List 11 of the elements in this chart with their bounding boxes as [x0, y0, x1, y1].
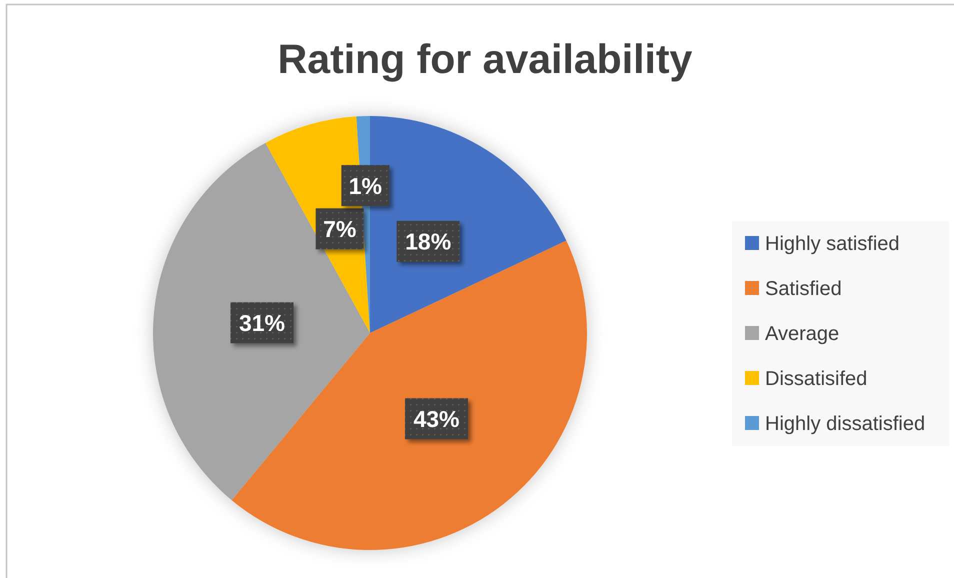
data-label: 43% [413, 406, 460, 432]
legend-label: Highly satisfied [765, 233, 900, 255]
legend-label: Highly dissatisfied [765, 413, 926, 435]
data-label: 1% [348, 172, 382, 199]
legend-label: Dissatisifed [765, 368, 868, 390]
legend-label: Satisfied [765, 278, 842, 300]
data-label: 7% [323, 216, 356, 242]
data-label: 31% [238, 310, 286, 336]
legend-label: Average [765, 323, 840, 345]
chart-title: Rating for availability [278, 36, 693, 82]
data-label: 18% [405, 228, 452, 255]
